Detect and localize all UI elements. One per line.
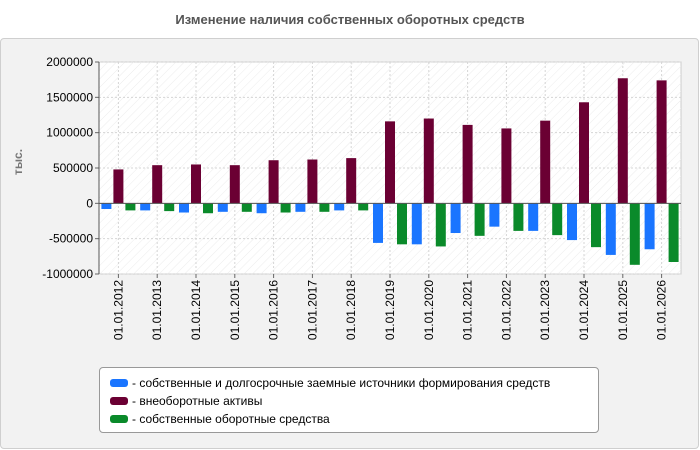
- bar: [617, 78, 628, 204]
- x-tick-label: 01.01.2021: [461, 280, 475, 340]
- bar: [229, 165, 240, 204]
- bar: [513, 203, 524, 231]
- bar: [295, 203, 306, 212]
- bar: [164, 203, 175, 212]
- bar: [217, 203, 228, 212]
- bar: [241, 203, 252, 212]
- legend-swatch: [110, 379, 128, 387]
- x-tick-label: 01.01.2016: [267, 280, 281, 340]
- bar: [501, 128, 512, 204]
- x-tick-label: 01.01.2023: [538, 280, 552, 340]
- bar: [385, 121, 395, 204]
- legend-label: - собственные и долгосрочные заемные ист…: [132, 376, 551, 390]
- y-axis-label: тыс.: [11, 149, 25, 175]
- bar: [629, 203, 640, 265]
- bar: [668, 203, 679, 262]
- bar: [152, 165, 163, 204]
- legend-label: - внеоборотные активы: [132, 394, 263, 408]
- legend-item: - собственные и долгосрочные заемные ист…: [110, 374, 590, 392]
- bar: [140, 203, 151, 211]
- bar: [268, 160, 279, 204]
- x-tick-label: 01.01.2019: [383, 280, 397, 340]
- bar: [528, 203, 539, 231]
- bar: [435, 203, 446, 247]
- bar: [644, 203, 655, 250]
- y-tick-label: 2000000: [46, 55, 93, 69]
- x-tick-label: 01.01.2014: [189, 280, 203, 340]
- bar: [474, 203, 485, 236]
- x-tick-label: 01.01.2025: [616, 280, 630, 340]
- bar: [373, 203, 383, 243]
- bar: [540, 120, 551, 204]
- x-tick-label: 01.01.2026: [655, 280, 669, 340]
- y-tick-label: -1000000: [42, 267, 93, 281]
- bar: [307, 159, 318, 204]
- bar: [605, 203, 616, 255]
- bar: [567, 203, 577, 241]
- y-tick-label: 500000: [53, 161, 93, 175]
- y-tick-label: -500000: [49, 232, 93, 246]
- bar: [113, 169, 124, 204]
- bar: [591, 203, 601, 248]
- bars: [101, 78, 679, 265]
- bar: [579, 102, 589, 204]
- bar: [358, 203, 369, 211]
- bar: [656, 80, 667, 204]
- x-tick-label: 01.01.2015: [228, 280, 242, 340]
- legend-item: - собственные оборотные средства: [110, 410, 590, 428]
- bar: [280, 203, 291, 213]
- y-tick-label: 1000000: [46, 126, 93, 140]
- legend-item: - внеоборотные активы: [110, 392, 590, 410]
- legend: - собственные и долгосрочные заемные ист…: [99, 367, 599, 433]
- bar: [256, 203, 267, 214]
- bar: [462, 124, 473, 204]
- bar: [411, 203, 422, 245]
- x-tick-label: 01.01.2013: [150, 280, 164, 340]
- x-tick-label: 01.01.2012: [111, 280, 125, 340]
- bar: [319, 203, 330, 212]
- bar: [397, 203, 407, 245]
- bar: [101, 203, 112, 209]
- bar: [423, 118, 434, 204]
- x-tick-label: 01.01.2022: [499, 280, 513, 340]
- bar: [346, 158, 357, 204]
- bar: [191, 164, 201, 204]
- legend-swatch: [110, 397, 128, 405]
- bar: [552, 203, 563, 236]
- x-tick-label: 01.01.2024: [577, 280, 591, 340]
- bar: [179, 203, 189, 213]
- x-tick-label: 01.01.2018: [344, 280, 358, 340]
- y-tick-label: 1500000: [46, 90, 93, 104]
- bar: [489, 203, 500, 227]
- x-tick-label: 01.01.2020: [422, 280, 436, 340]
- y-tick-label: 0: [86, 196, 93, 210]
- bar: [125, 203, 136, 211]
- bar: [450, 203, 461, 234]
- bar: [334, 203, 345, 211]
- chart-title: Изменение наличия собственных оборотных …: [175, 12, 525, 27]
- axes: -1000000 -500000 0 500000 1000000 1500000 2000…: [42, 55, 681, 340]
- bar: [203, 203, 213, 214]
- x-tick-label: 01.01.2017: [305, 280, 319, 340]
- legend-label: - собственные оборотные средства: [132, 412, 330, 426]
- legend-swatch: [110, 415, 128, 423]
